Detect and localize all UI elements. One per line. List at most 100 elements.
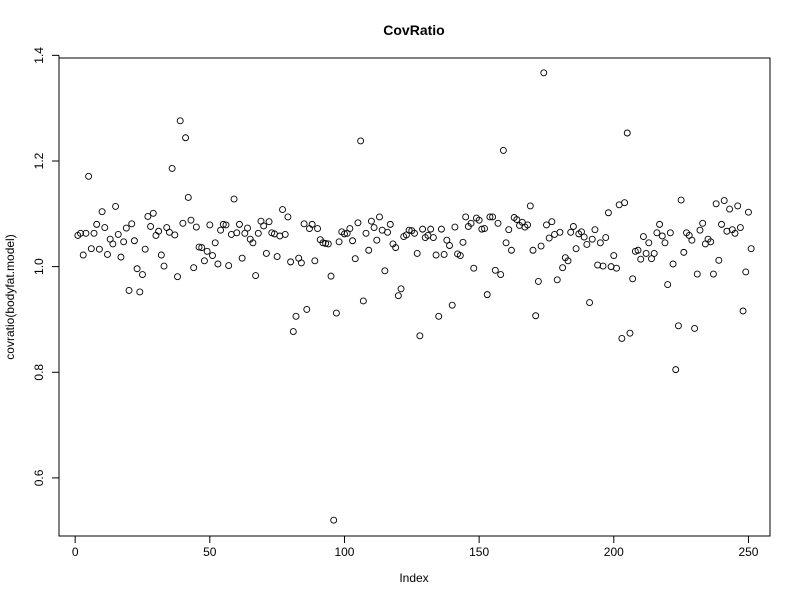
x-tick-label: 200 xyxy=(604,545,624,559)
data-point xyxy=(351,255,359,263)
data-point xyxy=(672,366,680,374)
data-point xyxy=(179,219,187,227)
data-point xyxy=(109,240,117,248)
x-tick-label: 150 xyxy=(469,545,489,559)
data-points xyxy=(74,69,755,524)
data-point xyxy=(715,256,723,264)
x-tick-label: 250 xyxy=(738,545,758,559)
data-point xyxy=(742,268,750,276)
data-point xyxy=(238,254,246,262)
data-point xyxy=(604,209,612,217)
data-point xyxy=(462,213,470,221)
data-point xyxy=(677,196,685,204)
data-point xyxy=(303,305,311,313)
chart-title: CovRatio xyxy=(383,22,444,38)
data-point xyxy=(489,213,497,221)
data-point xyxy=(666,229,674,237)
data-point xyxy=(559,264,567,272)
data-point xyxy=(634,246,642,254)
data-point xyxy=(508,246,515,254)
data-point xyxy=(626,329,634,337)
data-point xyxy=(244,224,251,232)
data-point xyxy=(534,277,542,285)
data-point xyxy=(513,216,521,224)
data-point xyxy=(182,134,190,142)
data-point xyxy=(524,221,532,229)
data-point xyxy=(419,225,427,233)
data-point xyxy=(709,270,717,278)
data-point xyxy=(297,259,305,267)
data-point xyxy=(117,253,125,261)
data-point xyxy=(346,225,354,233)
data-point xyxy=(133,265,141,273)
data-point xyxy=(279,206,286,214)
data-point xyxy=(658,232,666,240)
y-tick-label: 1.2 xyxy=(32,152,46,169)
data-point xyxy=(437,225,445,233)
data-point xyxy=(594,261,602,269)
data-point xyxy=(359,297,367,305)
data-point xyxy=(664,281,672,289)
data-point xyxy=(314,225,321,233)
data-point xyxy=(650,249,658,257)
y-tick-label: 0.6 xyxy=(32,469,46,486)
data-point xyxy=(289,328,297,336)
data-point xyxy=(610,252,618,259)
data-point xyxy=(443,236,451,244)
data-point xyxy=(335,238,343,246)
data-point xyxy=(284,213,292,221)
data-point xyxy=(718,220,725,228)
data-point xyxy=(645,239,653,247)
data-point xyxy=(260,222,268,230)
data-point xyxy=(241,229,249,237)
data-point xyxy=(330,516,338,524)
data-point xyxy=(322,239,330,247)
data-point xyxy=(526,202,534,210)
data-point xyxy=(149,209,157,217)
data-point xyxy=(287,258,295,266)
data-point xyxy=(144,213,152,220)
data-point xyxy=(475,216,483,224)
data-point xyxy=(90,229,98,237)
data-point xyxy=(411,229,418,237)
data-point xyxy=(192,223,200,231)
data-point xyxy=(405,226,413,234)
data-point xyxy=(529,246,537,254)
data-point xyxy=(556,228,564,236)
data-point xyxy=(653,229,661,237)
data-point xyxy=(572,245,580,253)
y-axis-label: covratio(bodyfat.model) xyxy=(3,234,17,359)
data-point xyxy=(349,237,357,245)
data-point xyxy=(545,234,553,242)
data-point xyxy=(613,264,620,272)
x-tick-label: 0 xyxy=(72,545,79,559)
data-point xyxy=(319,239,327,247)
data-point xyxy=(596,239,604,247)
data-point xyxy=(553,276,561,284)
data-point xyxy=(602,234,610,242)
data-point xyxy=(578,228,585,236)
data-point xyxy=(125,286,133,294)
data-point xyxy=(486,213,494,221)
data-point xyxy=(252,272,260,280)
data-point xyxy=(160,262,168,270)
data-point xyxy=(112,202,120,210)
data-point xyxy=(262,249,270,257)
data-point xyxy=(373,236,381,244)
data-point xyxy=(583,240,591,248)
data-point xyxy=(365,246,373,254)
data-point xyxy=(661,239,669,247)
data-point xyxy=(637,255,645,263)
data-point xyxy=(494,219,502,227)
data-point xyxy=(459,238,467,246)
data-point xyxy=(324,240,332,248)
data-point xyxy=(265,218,273,226)
data-point xyxy=(104,251,111,258)
data-point xyxy=(233,229,241,237)
data-point xyxy=(392,244,400,252)
data-point xyxy=(300,220,308,228)
data-point xyxy=(157,251,165,259)
data-point xyxy=(122,224,130,232)
